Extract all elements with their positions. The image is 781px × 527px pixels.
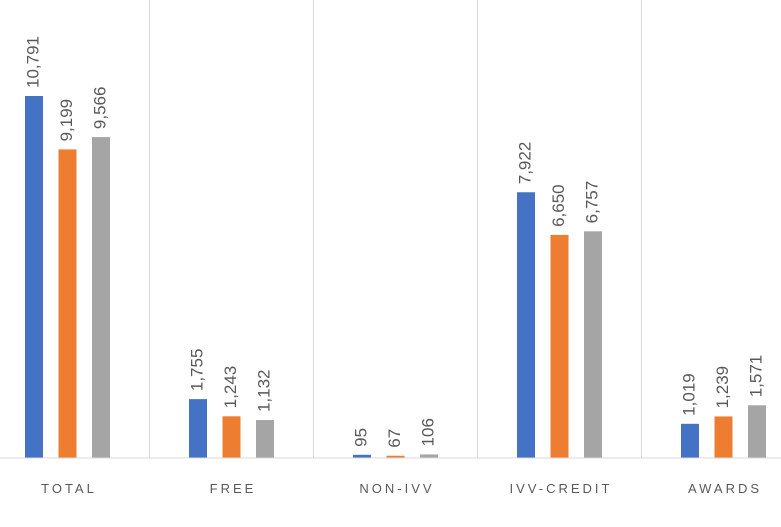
data-label: 1,239 [713,366,732,409]
bar [222,416,241,458]
bar [58,149,77,458]
x-tick-label: FREE [210,481,257,496]
bar [714,416,733,458]
bar [748,405,766,458]
bar [420,454,438,458]
data-label: 1,019 [679,373,698,416]
bar [550,234,569,458]
x-tick-label: TOTAL [41,481,97,496]
bar [256,420,274,458]
bar [92,137,110,459]
data-label: 1,132 [254,369,273,412]
data-label: 6,650 [549,184,568,227]
bar [584,231,602,458]
bar [681,423,699,458]
bar [353,454,371,458]
x-tick-label: NON-IVV [359,481,434,496]
data-label: 67 [385,429,404,448]
bar [517,192,535,459]
data-label: 1,571 [746,355,765,398]
bar [25,96,43,458]
data-label: 6,757 [582,181,601,224]
bar [386,455,405,458]
bar [189,399,207,458]
data-label: 10,791 [23,36,42,88]
x-tick-label: AWARDS [688,481,762,496]
x-tick-label: IVV-CREDIT [510,481,613,496]
data-label: 9,566 [90,87,109,130]
data-label: 95 [351,428,370,447]
data-label: 1,243 [221,366,240,409]
data-label: 106 [418,418,437,446]
data-label: 9,199 [57,99,76,142]
data-label: 1,755 [187,349,206,392]
data-label: 7,922 [515,142,534,185]
